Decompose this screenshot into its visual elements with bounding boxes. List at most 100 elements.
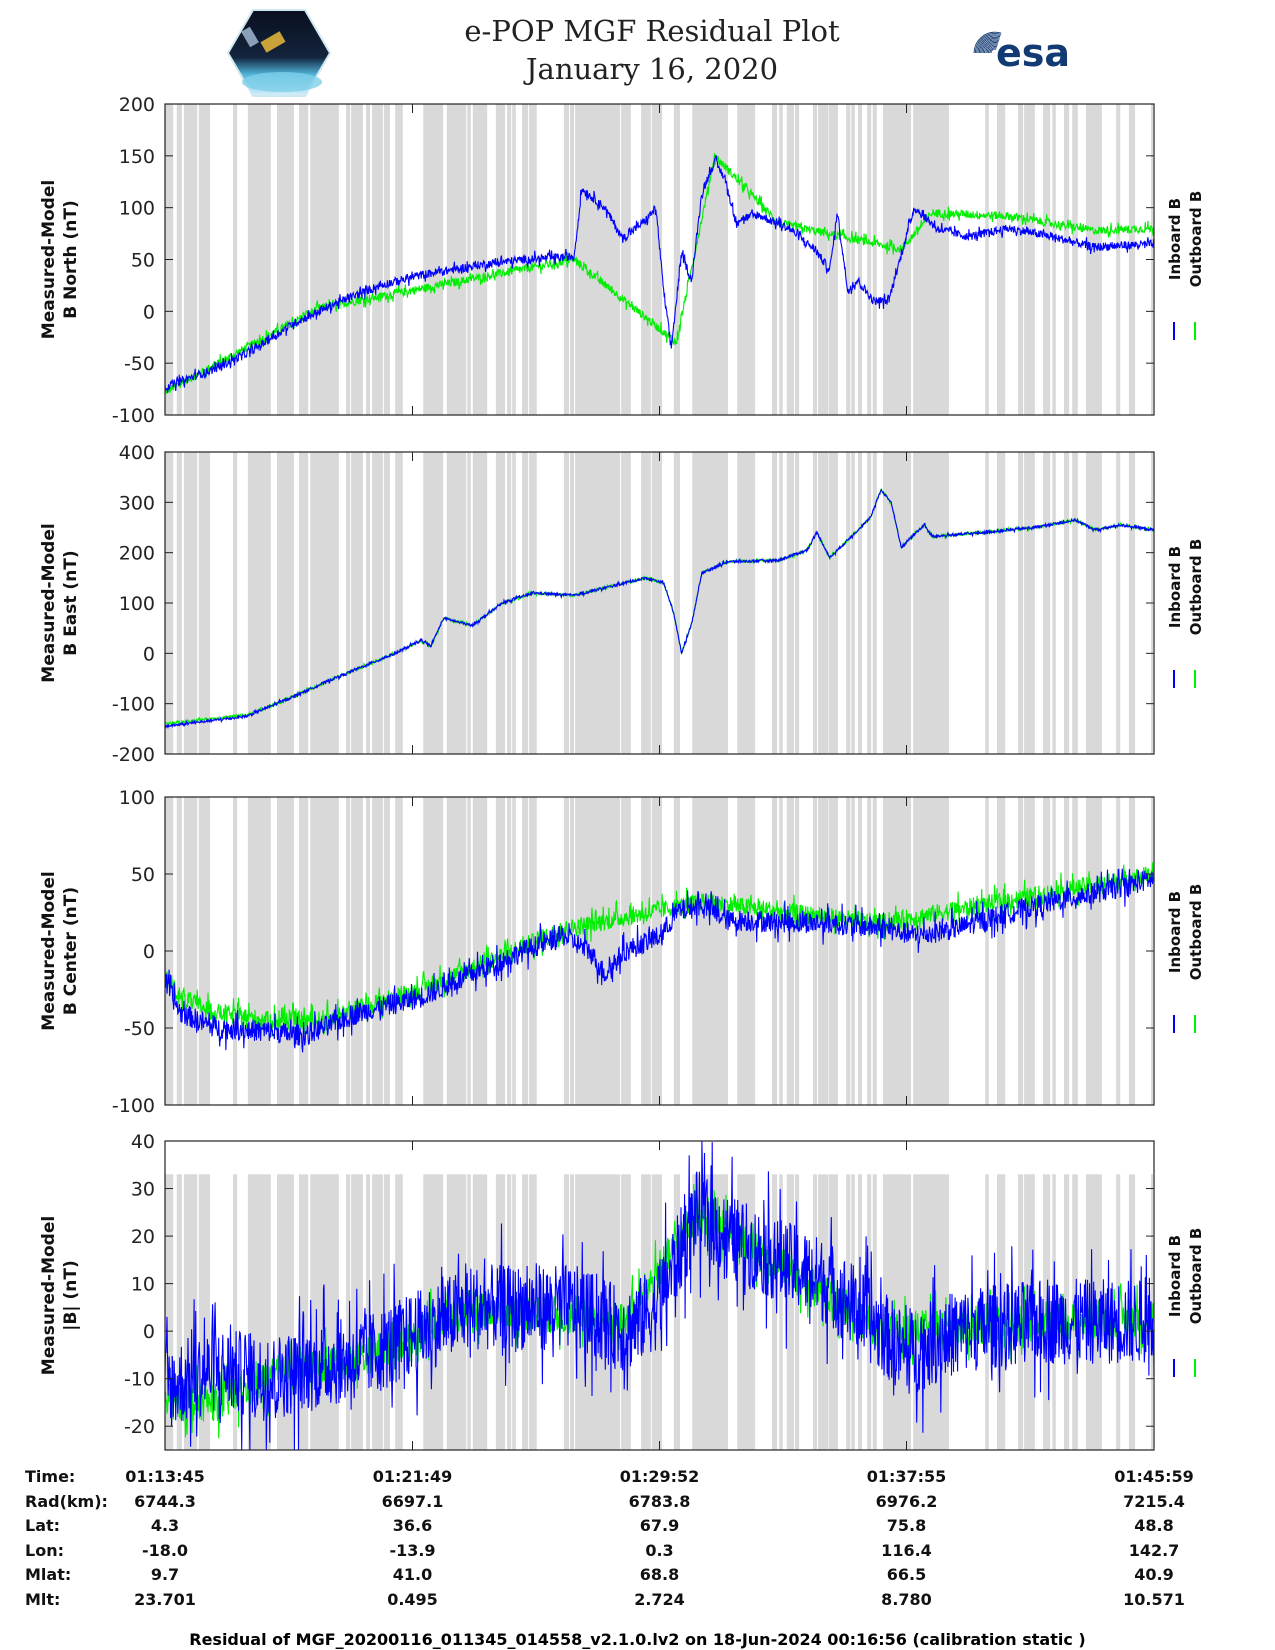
y-tick-label: -200 bbox=[112, 744, 155, 766]
y-tick-label: 200 bbox=[119, 94, 155, 116]
shaded-interval bbox=[423, 104, 444, 415]
shaded-interval bbox=[247, 797, 271, 1105]
shaded-interval bbox=[812, 797, 818, 1105]
shaded-interval bbox=[615, 452, 621, 754]
shaded-interval bbox=[1085, 797, 1102, 1105]
shaded-interval bbox=[882, 797, 912, 1105]
shaded-interval bbox=[846, 104, 851, 415]
legend-label: Outboard B bbox=[1187, 191, 1205, 288]
shaded-interval bbox=[1017, 797, 1024, 1105]
row-value: 4.3 bbox=[150, 1516, 180, 1535]
y-tick-label: 0 bbox=[143, 941, 155, 963]
shaded-interval bbox=[1128, 797, 1136, 1105]
row-value: 36.6 bbox=[392, 1516, 433, 1535]
shaded-interval bbox=[575, 452, 616, 754]
shaded-interval bbox=[365, 1174, 371, 1450]
shaded-interval bbox=[1024, 104, 1035, 415]
shaded-interval bbox=[365, 104, 371, 415]
shaded-interval bbox=[1063, 797, 1070, 1105]
y-tick-label: 150 bbox=[119, 146, 155, 168]
shaded-interval bbox=[1052, 797, 1056, 1105]
shaded-interval bbox=[1017, 452, 1024, 754]
shaded-interval bbox=[395, 797, 403, 1105]
y-tick-label: -50 bbox=[124, 1018, 155, 1040]
y-axis-label: Measured-Model bbox=[39, 1216, 59, 1375]
shaded-interval bbox=[1116, 104, 1121, 415]
panel-1: -100 -50 0 50 100 150 200 Measured-Model B North… bbox=[39, 94, 1205, 427]
shaded-interval bbox=[786, 797, 794, 1105]
shaded-interval bbox=[247, 104, 271, 415]
shaded-interval bbox=[1085, 104, 1102, 415]
shaded-interval bbox=[233, 104, 238, 415]
shaded-interval bbox=[575, 104, 616, 415]
y-tick-label: 50 bbox=[131, 250, 155, 272]
y-tick-label: -10 bbox=[124, 1369, 155, 1391]
shaded-interval bbox=[1043, 797, 1051, 1105]
row-value: 67.9 bbox=[639, 1516, 680, 1535]
y-tick-label: -20 bbox=[124, 1416, 155, 1438]
shaded-interval bbox=[772, 1174, 778, 1450]
esa-logo-text: esa bbox=[996, 31, 1070, 75]
shaded-interval bbox=[1128, 104, 1136, 415]
shaded-interval bbox=[615, 797, 621, 1105]
shaded-interval bbox=[1072, 797, 1078, 1105]
shaded-interval bbox=[563, 797, 569, 1105]
shaded-interval bbox=[346, 1174, 351, 1450]
shaded-interval bbox=[165, 1174, 174, 1450]
legend-label: Inboard B bbox=[1166, 546, 1184, 628]
shaded-interval bbox=[233, 1174, 238, 1450]
shaded-interval bbox=[621, 797, 631, 1105]
shaded-interval bbox=[507, 452, 512, 754]
shaded-interval bbox=[615, 1174, 621, 1450]
shaded-interval bbox=[651, 452, 663, 754]
shaded-interval bbox=[828, 797, 838, 1105]
shaded-interval bbox=[772, 104, 778, 415]
y-tick-label: 20 bbox=[131, 1226, 155, 1248]
y-tick-label: -100 bbox=[112, 405, 155, 427]
y-tick-label: -50 bbox=[124, 353, 155, 375]
shaded-interval bbox=[779, 452, 783, 754]
shaded-interval bbox=[812, 1174, 818, 1450]
y-tick-label: -100 bbox=[112, 1095, 155, 1117]
shaded-interval bbox=[779, 1174, 783, 1450]
y-tick-label: -100 bbox=[112, 694, 155, 716]
shaded-interval bbox=[1024, 797, 1035, 1105]
shaded-interval bbox=[857, 797, 863, 1105]
shaded-interval bbox=[1128, 452, 1136, 754]
shaded-interval bbox=[828, 104, 838, 415]
shaded-interval bbox=[395, 452, 403, 754]
shaded-interval bbox=[692, 104, 729, 415]
shaded-interval bbox=[818, 452, 829, 754]
shaded-interval bbox=[372, 104, 383, 415]
footnote: Residual of MGF_20200116_011345_014558_v… bbox=[189, 1630, 1086, 1649]
shaded-interval bbox=[786, 1174, 794, 1450]
y-tick-label: 0 bbox=[143, 1321, 155, 1343]
series-inboard bbox=[164, 154, 1155, 393]
shaded-interval bbox=[867, 104, 872, 415]
row-value: 116.4 bbox=[881, 1540, 932, 1560]
row-value: 01:29:52 bbox=[619, 1467, 700, 1486]
shaded-interval bbox=[985, 797, 989, 1105]
shaded-interval bbox=[233, 797, 238, 1105]
row-value: 23.701 bbox=[134, 1589, 196, 1609]
esa-logo-arc bbox=[989, 47, 997, 54]
shaded-interval bbox=[198, 104, 211, 415]
shaded-interval bbox=[1052, 104, 1056, 415]
shaded-interval bbox=[1043, 452, 1051, 754]
shaded-interval bbox=[346, 452, 351, 754]
shaded-interval bbox=[786, 452, 794, 754]
shaded-interval bbox=[383, 104, 391, 415]
row-value: 01:21:49 bbox=[372, 1467, 453, 1486]
shaded-interval bbox=[846, 797, 851, 1105]
row-value: 6783.8 bbox=[628, 1491, 691, 1511]
row-label: Mlt: bbox=[25, 1589, 61, 1609]
shaded-interval bbox=[298, 104, 309, 415]
esa-logo-arc bbox=[978, 36, 1000, 54]
shaded-interval bbox=[176, 1174, 182, 1450]
legend-label: Inboard B bbox=[1166, 198, 1184, 280]
shaded-interval bbox=[372, 797, 383, 1105]
shaded-interval bbox=[198, 1174, 211, 1450]
y-axis-label: B Center (nT) bbox=[61, 887, 81, 1015]
esa-logo-arc bbox=[980, 38, 1000, 54]
row-value: 8.780 bbox=[881, 1589, 932, 1609]
